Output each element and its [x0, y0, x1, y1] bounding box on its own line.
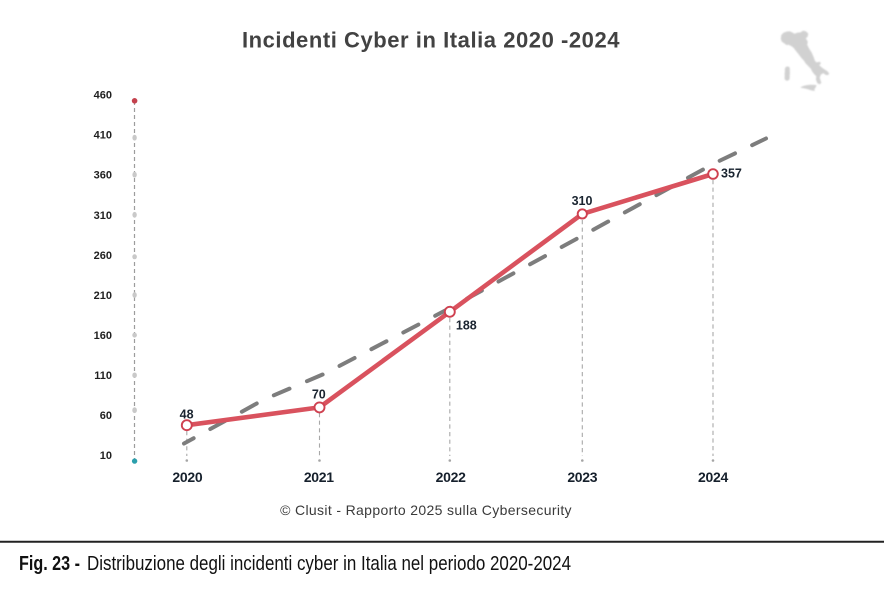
svg-text:188: 188: [456, 318, 477, 332]
svg-text:2021: 2021: [304, 469, 334, 485]
svg-text:60: 60: [100, 410, 112, 422]
svg-text:260: 260: [94, 250, 112, 262]
svg-text:110: 110: [94, 370, 112, 382]
svg-text:2023: 2023: [567, 469, 597, 485]
svg-text:10: 10: [100, 450, 112, 462]
svg-text:48: 48: [180, 407, 194, 421]
svg-text:410: 410: [94, 130, 112, 142]
svg-text:Incidenti Cyber in Italia 2020: Incidenti Cyber in Italia 2020 -2024: [242, 27, 620, 52]
svg-text:160: 160: [94, 330, 112, 342]
svg-text:Fig. 23 -: Fig. 23 -: [19, 553, 80, 575]
svg-text:2020: 2020: [172, 469, 202, 485]
svg-text:2022: 2022: [436, 469, 466, 485]
svg-text:© Clusit - Rapporto 2025 sulla: © Clusit - Rapporto 2025 sulla Cybersecu…: [280, 502, 572, 518]
svg-text:210: 210: [94, 290, 112, 302]
svg-text:360: 360: [94, 170, 112, 182]
svg-text:2024: 2024: [698, 469, 728, 485]
svg-text:460: 460: [94, 90, 112, 102]
svg-text:70: 70: [312, 388, 326, 402]
svg-text:310: 310: [572, 194, 593, 208]
svg-text:357: 357: [721, 167, 742, 181]
svg-text:Distribuzione degli incidenti: Distribuzione degli incidenti cyber in I…: [87, 553, 571, 575]
svg-text:310: 310: [94, 210, 112, 222]
